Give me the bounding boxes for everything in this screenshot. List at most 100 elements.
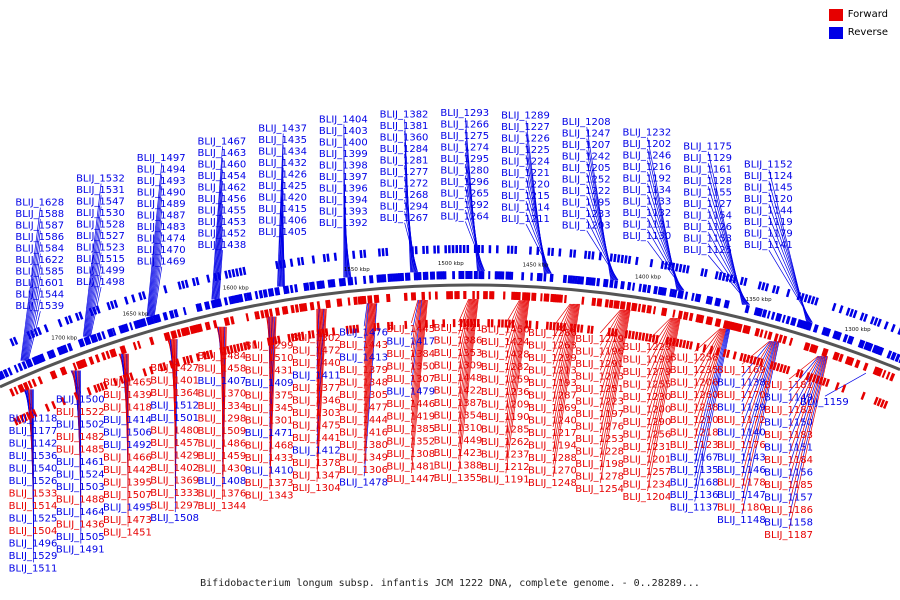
gene-label[interactable]: BLIJ_1233 [562, 209, 611, 220]
gene-label[interactable]: BLIJ_1446 [386, 399, 435, 410]
gene-label[interactable]: BLIJ_1259 [481, 374, 530, 385]
gene-label[interactable]: BLIJ_1269 [528, 403, 577, 414]
gene-label[interactable]: BLIJ_1282 [481, 362, 530, 373]
gene-label[interactable]: BLIJ_1197 [575, 409, 624, 420]
gene-label[interactable]: BLIJ_1460 [198, 159, 247, 170]
gene-label[interactable]: BLIJ_1222 [562, 186, 611, 197]
gene-label[interactable]: BLIJ_1185 [764, 480, 813, 491]
gene-label[interactable]: BLIJ_1273 [575, 371, 624, 382]
gene-label[interactable]: BLIJ_1506 [103, 428, 152, 439]
gene-label[interactable]: BLIJ_1532 [76, 174, 125, 185]
gene-label[interactable]: BLIJ_1255 [623, 380, 672, 391]
gene-label[interactable]: BLIJ_1208 [562, 117, 611, 128]
gene-label[interactable]: BLIJ_1512 [150, 401, 199, 412]
gene-label[interactable]: BLIJ_1492 [103, 440, 152, 451]
gene-label[interactable]: BLIJ_1514 [9, 501, 58, 512]
gene-label[interactable]: BLIJ_1408 [198, 476, 247, 487]
gene-label[interactable]: BLIJ_1522 [56, 407, 105, 418]
gene-label[interactable]: BLIJ_1360 [380, 132, 429, 143]
gene-label[interactable]: BLIJ_1187 [764, 530, 813, 541]
gene-label[interactable]: BLIJ_1373 [245, 478, 294, 489]
gene-label[interactable]: BLIJ_1477 [339, 402, 388, 413]
gene-label[interactable]: BLIJ_1125 [683, 245, 732, 256]
gene-label[interactable]: BLIJ_1484 [198, 351, 247, 362]
gene-label[interactable]: BLIJ_1306 [339, 465, 388, 476]
gene-label[interactable]: BLIJ_1212 [481, 462, 530, 473]
gene-label[interactable]: BLIJ_1149 [764, 393, 813, 404]
gene-label[interactable]: BLIJ_1523 [76, 243, 125, 254]
gene-label[interactable]: BLIJ_1547 [76, 197, 125, 208]
gene-label[interactable]: BLIJ_1444 [339, 415, 388, 426]
gene-label[interactable]: BLIJ_1248 [528, 478, 577, 489]
gene-label[interactable]: BLIJ_1200 [623, 405, 672, 416]
gene-label[interactable]: BLIJ_1191 [481, 474, 530, 485]
gene-label[interactable]: BLIJ_1473 [103, 515, 152, 526]
gene-label[interactable]: BLIJ_1253 [575, 434, 624, 445]
gene-label[interactable]: BLIJ_1236 [481, 387, 530, 398]
gene-label[interactable]: BLIJ_1231 [623, 442, 672, 453]
gene-label[interactable]: BLIJ_1493 [137, 176, 186, 187]
gene-label[interactable]: BLIJ_1429 [150, 451, 199, 462]
gene-label[interactable]: BLIJ_1134 [623, 185, 672, 196]
gene-label[interactable]: BLIJ_1628 [15, 198, 64, 209]
gene-label[interactable]: BLIJ_1215 [501, 191, 550, 202]
gene-label[interactable]: BLIJ_1124 [744, 171, 793, 182]
gene-label[interactable]: BLIJ_1280 [440, 166, 489, 177]
gene-label[interactable]: BLIJ_1364 [150, 388, 199, 399]
gene-label[interactable]: BLIJ_1264 [440, 212, 489, 223]
gene-label[interactable]: BLIJ_1468 [245, 441, 294, 452]
gene-label[interactable]: BLIJ_1419 [386, 411, 435, 422]
gene-label[interactable]: BLIJ_1288 [528, 453, 577, 464]
gene-label[interactable]: BLIJ_1430 [198, 463, 247, 474]
gene-label[interactable]: BLIJ_1130 [623, 231, 672, 242]
gene-label[interactable]: BLIJ_1305 [339, 390, 388, 401]
gene-label[interactable]: BLIJ_1287 [528, 390, 577, 401]
gene-label[interactable]: BLIJ_1281 [380, 155, 429, 166]
gene-label[interactable]: BLIJ_1184 [764, 455, 813, 466]
gene-label[interactable]: BLIJ_1437 [258, 124, 307, 135]
gene-label[interactable]: BLIJ_1480 [150, 426, 199, 437]
gene-label[interactable]: BLIJ_1333 [150, 488, 199, 499]
gene-label[interactable]: BLIJ_1172 [717, 415, 766, 426]
gene-label[interactable]: BLIJ_1132 [623, 208, 672, 219]
gene-label[interactable]: BLIJ_1435 [258, 135, 307, 146]
gene-label[interactable]: BLIJ_1467 [198, 136, 247, 147]
gene-label[interactable]: BLIJ_1237 [481, 449, 530, 460]
gene-label[interactable]: BLIJ_1403 [319, 126, 368, 137]
gene-label[interactable]: BLIJ_1136 [670, 490, 719, 501]
gene-label[interactable]: BLIJ_1494 [137, 165, 186, 176]
gene-label[interactable]: BLIJ_1228 [575, 446, 624, 457]
gene-label[interactable]: BLIJ_1454 [198, 171, 247, 182]
gene-label[interactable]: BLIJ_1536 [9, 451, 58, 462]
gene-label[interactable]: BLIJ_1495 [103, 503, 152, 514]
gene-label[interactable]: BLIJ_1455 [198, 205, 247, 216]
gene-label[interactable]: BLIJ_1601 [15, 278, 64, 289]
gene-label[interactable]: BLIJ_1539 [15, 301, 64, 312]
gene-label[interactable]: BLIJ_1176 [717, 440, 766, 451]
gene-label[interactable]: BLIJ_1146 [717, 465, 766, 476]
gene-label[interactable]: BLIJ_1223 [575, 396, 624, 407]
gene-label[interactable]: BLIJ_1220 [501, 180, 550, 191]
gene-label[interactable]: BLIJ_1230 [623, 392, 672, 403]
gene-label[interactable]: BLIJ_1225 [501, 145, 550, 156]
gene-label[interactable]: BLIJ_1131 [623, 220, 672, 231]
gene-label[interactable]: BLIJ_1496 [9, 538, 58, 549]
gene-label[interactable]: BLIJ_1499 [76, 266, 125, 277]
gene-label[interactable]: BLIJ_1126 [683, 222, 732, 233]
gene-label[interactable]: BLIJ_1354 [434, 411, 483, 422]
gene-label[interactable]: BLIJ_1511 [9, 563, 58, 574]
gene-label[interactable]: BLIJ_1289 [501, 111, 550, 122]
gene-label[interactable]: BLIJ_1152 [744, 160, 793, 171]
gene-label[interactable]: BLIJ_1382 [380, 109, 429, 120]
gene-label[interactable]: BLIJ_1304 [292, 483, 341, 494]
gene-label[interactable]: BLIJ_1459 [198, 451, 247, 462]
gene-label[interactable]: BLIJ_1417 [386, 336, 435, 347]
gene-label[interactable]: BLIJ_1226 [501, 134, 550, 145]
gene-label[interactable]: BLIJ_1453 [198, 217, 247, 228]
gene-label[interactable]: BLIJ_1489 [137, 199, 186, 210]
gene-label[interactable]: BLIJ_1476 [339, 327, 388, 338]
gene-label[interactable]: BLIJ_1384 [386, 349, 435, 360]
gene-label[interactable]: BLIJ_1295 [440, 154, 489, 165]
gene-label[interactable]: BLIJ_1284 [380, 144, 429, 155]
gene-label[interactable]: BLIJ_1420 [258, 193, 307, 204]
